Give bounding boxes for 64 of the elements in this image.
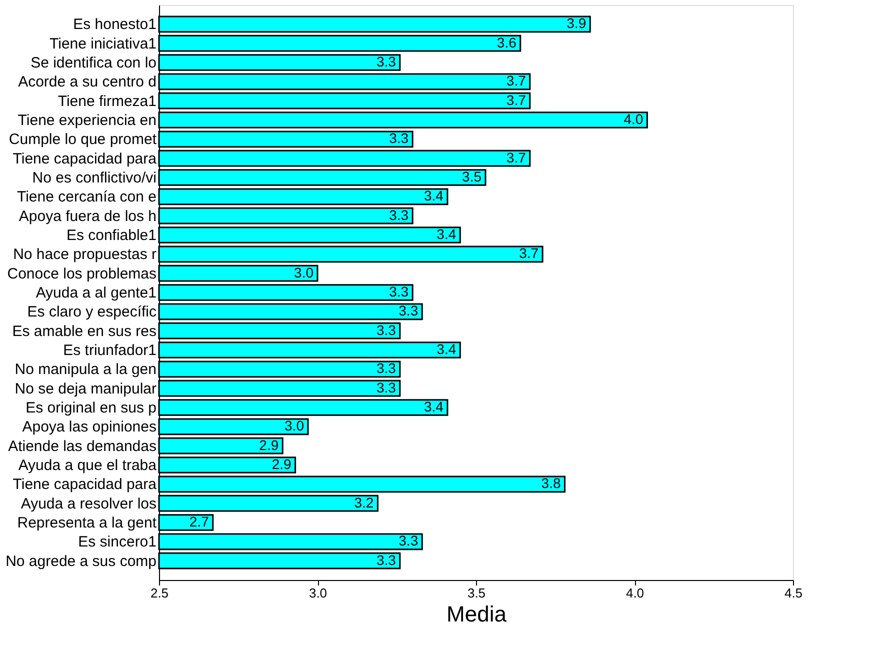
data-label: 3.3 — [389, 130, 409, 146]
text: 2.5 — [150, 586, 169, 600]
text: 3.5 — [467, 586, 486, 600]
y-tick-label: Tiene capacidad para — [12, 150, 158, 168]
y-tick-label: Apoya fuera de los h — [18, 208, 156, 225]
data-label: 3.5 — [462, 168, 482, 184]
data-label: 3.2 — [354, 494, 374, 510]
y-tick-label: Cumple lo que promet — [8, 131, 158, 148]
data-label: 3.7 — [506, 149, 526, 166]
data-label: 3.4 — [424, 188, 444, 204]
y-tick-label: Apoya las opiniones — [22, 418, 156, 436]
y-tick-label: Ayuda a que el traba — [18, 457, 158, 474]
y-tick-label: Tiene capacidad para — [12, 476, 158, 494]
data-label: 2.9 — [259, 436, 279, 453]
data-label: 3.3 — [389, 284, 409, 300]
text: 3.0 — [308, 586, 328, 600]
y-tick-label: Es original en sus p — [26, 400, 156, 416]
y-tick-label: Es confiable1 — [66, 227, 156, 244]
data-label: 3.4 — [436, 341, 456, 357]
data-label: 3.4 — [436, 226, 456, 242]
data-label: 3.4 — [424, 398, 444, 414]
data-label: 3.3 — [376, 54, 396, 70]
data-label: 3.6 — [496, 34, 517, 50]
data-label: 3.3 — [389, 206, 409, 223]
data-label: 3.7 — [519, 245, 539, 262]
y-tick-label: Es sincero1 — [78, 534, 156, 551]
y-tick-label: No es conflictivo/vi — [32, 170, 156, 186]
data-label: 3.3 — [376, 360, 396, 376]
y-tick-label: Atiende las demandas — [8, 438, 156, 455]
y-tick-label: No se deja manipular — [14, 380, 156, 398]
y-tick-label: No agrede a sus comp — [6, 552, 156, 570]
data-label: 3.0 — [294, 264, 314, 280]
data-label: 3.3 — [376, 552, 396, 568]
y-tick-label: Es claro y específic — [27, 304, 157, 321]
text: 4.0 — [626, 586, 644, 600]
y-tick-label: Acorde a su centro d — [18, 74, 156, 91]
data-label: 3.9 — [566, 15, 586, 32]
y-tick-label: Ayuda a al gente1 — [36, 284, 156, 302]
data-label: 3.7 — [506, 72, 526, 89]
y-tick-label: No manipula a la gen — [14, 361, 156, 378]
y-tick-label: Conoce los problemas — [7, 265, 156, 282]
text: 4.5 — [784, 586, 803, 600]
y-tick-label: Se identifica con lo — [30, 54, 156, 72]
data-label: 2.9 — [272, 456, 292, 472]
data-label: 3.8 — [541, 475, 561, 492]
data-label: 2.7 — [189, 514, 210, 530]
y-tick-label: Ayuda a resolver los — [20, 495, 156, 512]
y-tick-label: Es amable en sus res — [12, 322, 156, 340]
y-tick-label: No hace propuestas r — [13, 246, 156, 264]
y-tick-label: Tiene firmeza1 — [58, 92, 156, 110]
y-tick-label: Tiene cercanía con e — [16, 188, 156, 206]
data-label: 3.3 — [398, 532, 418, 549]
x-axis-title: Media — [446, 602, 508, 626]
data-label: 3.3 — [376, 379, 396, 396]
data-label: 3.7 — [506, 92, 526, 108]
y-tick-label: Tiene experiencia en — [18, 112, 156, 129]
data-label: 3.0 — [284, 418, 304, 434]
y-tick-label: Tiene iniciativa1 — [50, 35, 156, 52]
data-label: 4.0 — [624, 111, 644, 127]
data-label: 3.3 — [376, 322, 396, 338]
y-tick-label: Representa a la gent — [17, 514, 158, 532]
y-tick-label: Es triunfador1 — [63, 342, 156, 359]
data-label: 3.3 — [398, 302, 418, 319]
y-tick-label: Es honesto1 — [73, 16, 156, 34]
